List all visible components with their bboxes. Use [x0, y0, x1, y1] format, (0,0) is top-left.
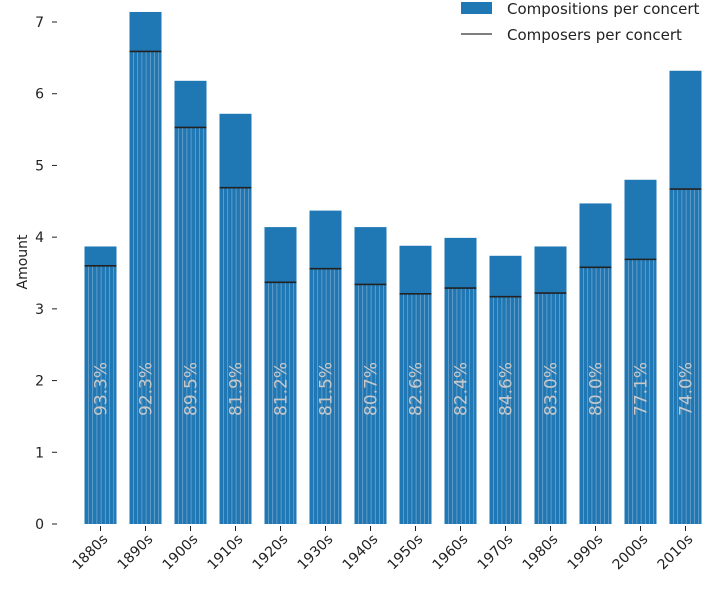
bar-group: 80.0%: [579, 203, 612, 525]
bar-percent-label: 77.1%: [632, 362, 652, 416]
bar-percent-label: 80.7%: [362, 362, 382, 416]
bar-group: 89.5%: [174, 80, 207, 524]
bar-group: 92.3%: [129, 11, 162, 524]
x-tick-label: 1920s: [250, 532, 292, 574]
bar-group: 93.3%: [84, 246, 117, 525]
bar: [129, 11, 162, 524]
bar: [444, 237, 477, 525]
bar-percent-label: 82.4%: [452, 362, 472, 416]
x-axis: 1880s 1890s 1900s 1910s 1920s 1930s 1940s 1950s…: [70, 526, 697, 574]
bar-percent-label: 81.9%: [227, 362, 247, 416]
bar-group: 80.7%: [354, 227, 387, 525]
bar-group: 81.2%: [264, 227, 297, 525]
bar: [489, 255, 522, 524]
bar-group: 81.9%: [219, 113, 252, 525]
x-tick-label: 2010s: [655, 532, 697, 574]
y-tick-label: 1: [35, 445, 44, 461]
y-tick-label: 2: [35, 374, 44, 390]
bar: [399, 245, 432, 524]
bar-percent-label: 83.0%: [542, 362, 562, 416]
bar-group: 74.0%: [669, 70, 702, 524]
bar: [264, 227, 297, 525]
y-tick-label: 0: [35, 517, 44, 533]
x-tick-label: 2000s: [610, 532, 652, 574]
legend-label-composers: Composers per concert: [507, 26, 682, 44]
bar-percent-label: 82.6%: [407, 362, 427, 416]
bar: [84, 246, 117, 525]
bar: [579, 203, 612, 525]
bar: [669, 70, 702, 524]
bar-percent-label: 80.0%: [587, 362, 607, 416]
bar: [309, 210, 342, 524]
y-axis-label: Amount: [15, 234, 31, 290]
bar-group: 82.6%: [399, 245, 432, 524]
bar-group: 81.5%: [309, 210, 342, 524]
x-tick-label: 1990s: [565, 532, 607, 574]
bar: [624, 179, 657, 524]
bar-group: 82.4%: [444, 237, 477, 525]
x-tick-label: 1970s: [475, 532, 517, 574]
bar-percent-label: 92.3%: [137, 362, 157, 416]
bar-group: 77.1%: [624, 179, 657, 524]
bars-layer: 93.3% 92.3% 89.5% 81.9% 81.2% 81.5% 80.7% 82.6%…: [84, 11, 702, 525]
legend-label-compositions: Compositions per concert: [507, 0, 700, 18]
x-tick-label: 1960s: [430, 532, 472, 574]
x-tick-label: 1930s: [295, 532, 337, 574]
y-tick-label: 6: [35, 87, 44, 103]
bar-percent-label: 93.3%: [92, 362, 112, 416]
y-tick-label: 4: [35, 230, 44, 246]
bar: [174, 80, 207, 524]
x-tick-label: 1910s: [205, 532, 247, 574]
bar-group: 83.0%: [534, 246, 567, 525]
bar-percent-label: 89.5%: [182, 362, 202, 416]
bar-percent-label: 81.2%: [272, 362, 292, 416]
bar-percent-label: 74.0%: [677, 362, 697, 416]
bar-group: 84.6%: [489, 255, 522, 524]
bar: [219, 113, 252, 525]
y-tick-label: 3: [35, 302, 44, 318]
x-tick-label: 1900s: [160, 532, 202, 574]
y-tick-label: 5: [35, 158, 44, 174]
x-tick-label: 1940s: [340, 532, 382, 574]
y-axis: 0 1 2 3 4 5 6 7: [35, 15, 57, 533]
x-tick-label: 1950s: [385, 532, 427, 574]
x-tick-label: 1880s: [70, 532, 112, 574]
bar-percent-label: 81.5%: [317, 362, 337, 416]
bar: [354, 227, 387, 525]
y-tick-label: 7: [35, 15, 44, 31]
x-tick-label: 1980s: [520, 532, 562, 574]
legend: Compositions per concert Composers per c…: [461, 0, 700, 44]
bar-percent-label: 84.6%: [497, 362, 517, 416]
x-tick-label: 1890s: [115, 532, 157, 574]
legend-swatch-compositions: [461, 2, 492, 14]
